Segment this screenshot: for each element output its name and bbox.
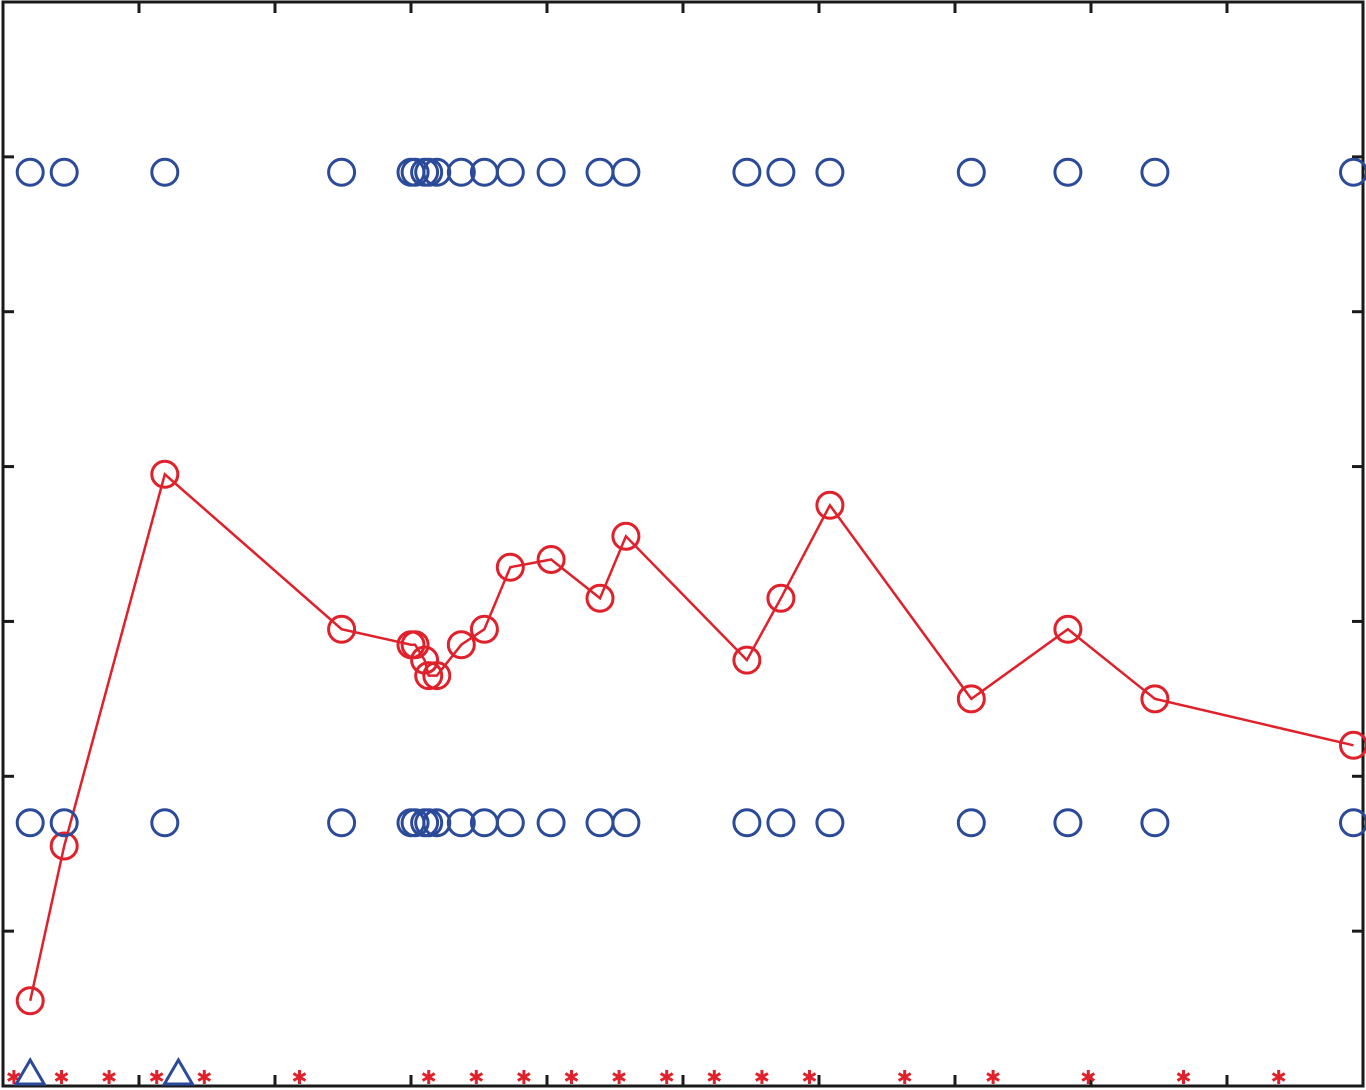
data-point-circle bbox=[1053, 614, 1083, 644]
data-point-triangle bbox=[13, 1057, 47, 1086]
data-point-circle bbox=[15, 986, 45, 1016]
data-point-circle bbox=[766, 808, 796, 838]
data-point-circle bbox=[327, 614, 357, 644]
data-point-star bbox=[54, 1070, 69, 1084]
data-point-circle bbox=[495, 808, 525, 838]
data-point-star bbox=[1081, 1070, 1096, 1084]
data-point-circle bbox=[732, 157, 762, 187]
data-point-circle bbox=[446, 630, 476, 660]
data-point-circle bbox=[611, 521, 641, 551]
data-point-circle bbox=[1140, 684, 1170, 714]
data-point-star bbox=[755, 1070, 769, 1084]
data-point-circle bbox=[815, 157, 845, 187]
data-point-circle bbox=[732, 645, 762, 675]
data-point-circle bbox=[815, 490, 845, 520]
data-point-circle bbox=[150, 808, 180, 838]
data-point-circle bbox=[1053, 157, 1083, 187]
data-point-star bbox=[292, 1070, 307, 1084]
data-point-circle bbox=[400, 157, 430, 187]
data-point-circle bbox=[766, 583, 796, 613]
data-point-star bbox=[707, 1070, 722, 1084]
data-point-circle bbox=[15, 808, 45, 838]
data-point-star bbox=[421, 1070, 436, 1084]
data-point-star bbox=[1176, 1070, 1191, 1084]
series-line bbox=[28, 472, 1354, 1002]
data-point-circle bbox=[585, 583, 615, 613]
data-point-star bbox=[102, 1070, 116, 1084]
data-point-star bbox=[986, 1070, 1000, 1084]
marker-layer bbox=[7, 157, 1366, 1086]
data-point-circle bbox=[495, 552, 525, 582]
data-point-circle bbox=[414, 808, 444, 838]
data-point-star bbox=[659, 1070, 674, 1084]
data-point-circle bbox=[446, 808, 476, 838]
data-point-circle bbox=[414, 157, 444, 187]
data-point-circle bbox=[400, 808, 430, 838]
data-point-circle bbox=[1339, 157, 1366, 187]
data-point-circle bbox=[446, 157, 476, 187]
data-point-circle bbox=[495, 157, 525, 187]
data-point-circle bbox=[732, 808, 762, 838]
data-point-circle bbox=[585, 157, 615, 187]
data-point-circle bbox=[414, 661, 444, 691]
data-point-circle bbox=[469, 614, 499, 644]
data-point-star bbox=[897, 1070, 912, 1084]
data-point-circle bbox=[400, 630, 430, 660]
data-point-circle bbox=[327, 808, 357, 838]
data-point-circle bbox=[766, 157, 796, 187]
data-point-star bbox=[1271, 1070, 1286, 1084]
data-point-circle bbox=[49, 831, 79, 861]
data-point-circle bbox=[1140, 157, 1170, 187]
data-point-circle bbox=[585, 808, 615, 838]
data-point-circle bbox=[1140, 808, 1170, 838]
axis-ticks bbox=[3, 2, 1363, 1086]
data-point-circle bbox=[49, 808, 79, 838]
data-point-circle bbox=[327, 157, 357, 187]
data-point-star bbox=[197, 1070, 212, 1084]
data-point-circle bbox=[611, 808, 641, 838]
data-point-circle bbox=[956, 157, 986, 187]
series-line-layer bbox=[28, 472, 1354, 1002]
data-point-triangle bbox=[161, 1057, 196, 1086]
data-point-circle bbox=[150, 459, 180, 489]
data-point-circle bbox=[956, 808, 986, 838]
data-point-circle bbox=[15, 157, 45, 187]
data-point-circle bbox=[150, 157, 180, 187]
data-point-circle bbox=[956, 684, 986, 714]
data-point-circle bbox=[815, 808, 845, 838]
data-point-circle bbox=[1339, 808, 1366, 838]
data-point-star bbox=[612, 1070, 626, 1084]
data-point-star bbox=[517, 1070, 531, 1084]
data-point-circle bbox=[611, 157, 641, 187]
data-point-circle bbox=[422, 661, 452, 691]
data-point-circle bbox=[1339, 730, 1366, 760]
data-point-circle bbox=[536, 808, 566, 838]
data-point-circle bbox=[536, 545, 566, 574]
data-point-star bbox=[564, 1070, 579, 1084]
data-point-star bbox=[802, 1070, 817, 1084]
data-point-circle bbox=[1053, 808, 1083, 838]
data-point-star bbox=[149, 1070, 164, 1084]
data-point-circle bbox=[536, 157, 566, 187]
data-point-star bbox=[469, 1070, 484, 1084]
data-point-circle bbox=[49, 157, 79, 187]
